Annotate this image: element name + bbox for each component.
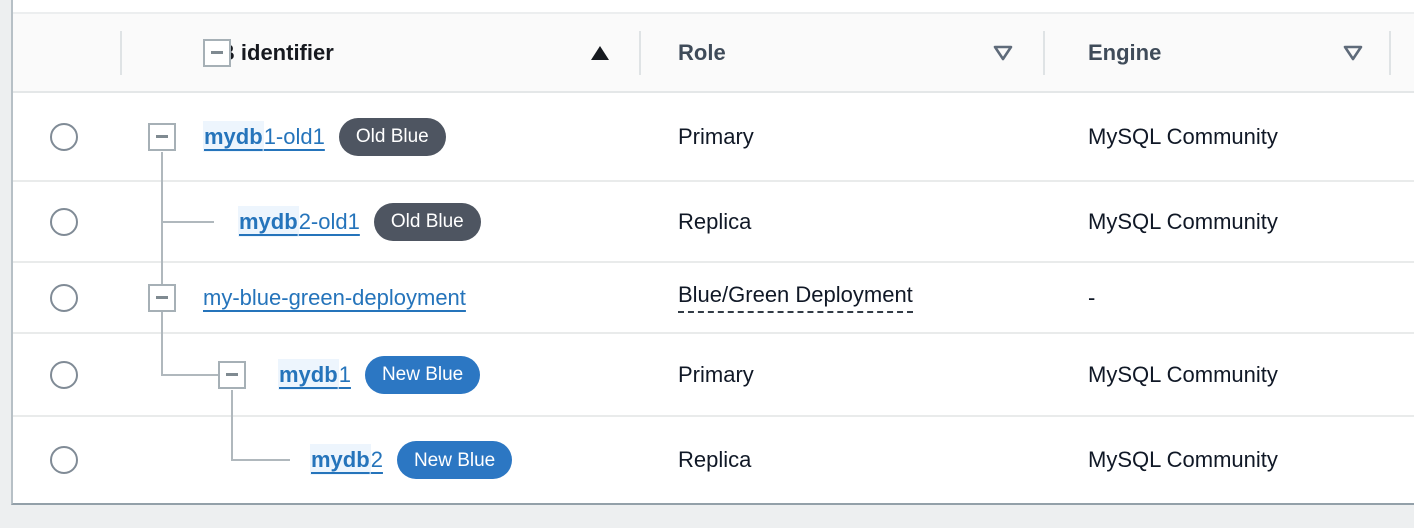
- db-identifier-link[interactable]: mydb1: [278, 358, 351, 390]
- role-cell: Replica: [640, 417, 1044, 503]
- role-cell: Replica: [640, 182, 1044, 261]
- role-value-tooltip[interactable]: Blue/Green Deployment: [678, 282, 913, 313]
- role-value: Primary: [678, 361, 754, 387]
- db-identifier-text: my-blue-green-deployment: [203, 284, 466, 310]
- filter-match-text: mydb: [203, 120, 264, 152]
- selection-cell: [13, 182, 121, 261]
- engine-value: MySQL Community: [1088, 208, 1278, 234]
- new-blue-badge: New Blue: [364, 355, 481, 394]
- filter-match-text: mydb: [278, 358, 339, 390]
- column-header-label: Role: [678, 39, 726, 65]
- expand-toggle[interactable]: [218, 360, 246, 389]
- expand-toggle[interactable]: [148, 283, 176, 312]
- tree-line: [161, 151, 163, 182]
- tree-line: [231, 459, 290, 461]
- db-identifier-text: 1-old1: [263, 123, 325, 149]
- role-cell: Primary: [640, 334, 1044, 415]
- old-blue-badge: Old Blue: [338, 117, 446, 156]
- column-header-label: Engine: [1088, 39, 1162, 65]
- column-header-db-identifier[interactable]: DB identifier: [121, 14, 640, 91]
- engine-cell: MySQL Community: [1044, 334, 1390, 415]
- table-row: my-blue-green-deployment Blue/Green Depl…: [13, 261, 1414, 334]
- engine-cell: MySQL Community: [1044, 417, 1390, 503]
- engine-cell: -: [1044, 263, 1390, 332]
- column-header-engine[interactable]: Engine: [1044, 14, 1390, 91]
- engine-cell: MySQL Community: [1044, 182, 1390, 261]
- db-identifier-cell: mydb2-old1 Old Blue: [121, 180, 640, 263]
- selection-column-header: [13, 14, 121, 91]
- db-identifier-text: 2: [370, 447, 383, 472]
- sort-ascending-icon: [591, 45, 609, 60]
- column-header-next-clipped: [1390, 14, 1414, 91]
- table-header-row: DB identifier Role Engine: [13, 14, 1414, 93]
- filter-match-text: mydb: [238, 205, 299, 237]
- clipped-cell: [1390, 417, 1414, 503]
- engine-value: -: [1088, 284, 1096, 310]
- role-cell: Primary: [640, 93, 1044, 180]
- new-blue-badge: New Blue: [396, 441, 513, 479]
- row-select-radio[interactable]: [50, 207, 78, 236]
- row-select-radio[interactable]: [50, 283, 78, 312]
- selection-cell: [13, 417, 121, 503]
- db-identifier-text: 1: [338, 361, 351, 387]
- clipped-cell: [1390, 263, 1414, 332]
- engine-value: MySQL Community: [1088, 361, 1278, 387]
- tree-line: [231, 389, 233, 417]
- role-value: Replica: [678, 447, 752, 472]
- db-identifier-link[interactable]: mydb1-old1: [203, 120, 325, 152]
- old-blue-badge: Old Blue: [373, 202, 481, 241]
- tree-line: [161, 332, 163, 374]
- minus-icon: [226, 373, 238, 376]
- db-identifier-cell: mydb1-old1 Old Blue: [121, 93, 640, 182]
- sortable-caret-icon: [1343, 45, 1363, 60]
- table-row: mydb2 New Blue Replica MySQL Community: [13, 415, 1414, 503]
- db-identifier-link[interactable]: mydb2: [310, 444, 383, 475]
- tree-line: [231, 415, 233, 459]
- minus-icon: [211, 51, 223, 54]
- role-value: Primary: [678, 123, 754, 149]
- collapse-all-toggle[interactable]: [203, 38, 231, 67]
- selection-cell: [13, 263, 121, 332]
- row-select-radio[interactable]: [50, 122, 78, 151]
- db-identifier-text: 2-old1: [298, 208, 360, 234]
- table-row: mydb1-old1 Old Blue Primary MySQL Commun…: [13, 93, 1414, 182]
- tree-line: [161, 311, 163, 334]
- row-select-radio[interactable]: [50, 446, 78, 474]
- db-instances-table-card: DB identifier Role Engine mydb1-old1 Old…: [11, 0, 1414, 505]
- tree-line: [161, 261, 163, 284]
- minus-icon: [156, 296, 168, 299]
- selection-cell: [13, 334, 121, 415]
- db-identifier-cell: mydb1 New Blue: [121, 332, 640, 417]
- tree-line: [161, 373, 218, 376]
- role-cell: Blue/Green Deployment: [640, 263, 1044, 332]
- role-value: Replica: [678, 208, 752, 234]
- minus-icon: [156, 135, 168, 138]
- tree-line: [161, 220, 214, 223]
- table-row: mydb2-old1 Old Blue Replica MySQL Commun…: [13, 180, 1414, 263]
- engine-cell: MySQL Community: [1044, 93, 1390, 180]
- engine-value: MySQL Community: [1088, 123, 1278, 149]
- table-toolbar-edge: [13, 0, 1414, 14]
- engine-value: MySQL Community: [1088, 447, 1278, 472]
- sortable-caret-icon: [993, 45, 1013, 60]
- row-select-radio[interactable]: [50, 360, 78, 389]
- clipped-cell: [1390, 93, 1414, 180]
- db-identifier-cell: mydb2 New Blue: [121, 415, 640, 503]
- filter-match-text: mydb: [310, 444, 371, 475]
- clipped-cell: [1390, 182, 1414, 261]
- db-identifier-cell: my-blue-green-deployment: [121, 261, 640, 334]
- column-header-role[interactable]: Role: [640, 14, 1044, 91]
- expand-toggle[interactable]: [148, 122, 176, 151]
- selection-cell: [13, 93, 121, 180]
- clipped-cell: [1390, 334, 1414, 415]
- db-identifier-link[interactable]: mydb2-old1: [238, 205, 360, 237]
- db-identifier-link[interactable]: my-blue-green-deployment: [203, 285, 466, 311]
- table-row: mydb1 New Blue Primary MySQL Community: [13, 332, 1414, 417]
